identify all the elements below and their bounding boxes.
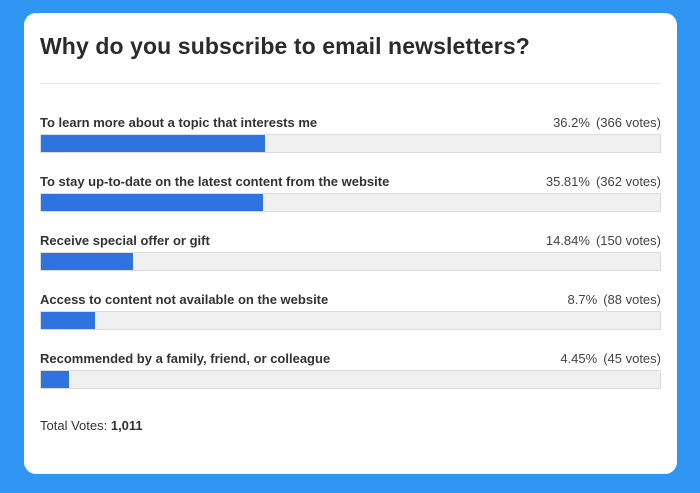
option-bar-fill (41, 194, 263, 211)
poll-option: Access to content not available on the w… (40, 292, 661, 351)
option-label: Recommended by a family, friend, or coll… (40, 351, 331, 366)
option-stats: 35.81% (362 votes) (546, 174, 661, 189)
total-votes-label: Total Votes: (40, 418, 108, 433)
option-bar-track (40, 370, 661, 389)
option-percent: 4.45% (560, 351, 598, 366)
poll-card: Why do you subscribe to email newsletter… (24, 13, 677, 474)
option-percent: 8.7% (567, 292, 598, 307)
option-bar-fill (41, 312, 95, 329)
option-bar-fill (41, 253, 133, 270)
option-votes: (362 votes) (595, 174, 661, 189)
option-percent: 14.84% (545, 233, 590, 248)
option-stats: 14.84% (150 votes) (546, 233, 661, 248)
option-bar-fill (41, 135, 266, 152)
option-percent: 36.2% (553, 115, 590, 130)
option-percent: 35.81% (545, 174, 590, 189)
option-bar-track (40, 252, 661, 271)
option-votes: (366 votes) (595, 115, 661, 130)
poll-option: Receive special offer or gift 14.84% (150… (40, 233, 661, 292)
option-stats: 36.2% (366 votes) (553, 115, 661, 130)
option-votes: (45 votes) (603, 351, 661, 366)
option-stats: 4.45% (45 votes) (560, 351, 661, 366)
option-bar-track (40, 311, 661, 330)
option-votes: (150 votes) (595, 233, 661, 248)
poll-option: To stay up-to-date on the latest content… (40, 174, 661, 233)
poll-option: Recommended by a family, friend, or coll… (40, 351, 661, 410)
option-label: To learn more about a topic that interes… (40, 115, 318, 130)
option-votes: (88 votes) (603, 292, 661, 307)
option-bar-fill (41, 371, 69, 388)
option-stats: 8.7% (88 votes) (568, 292, 661, 307)
title-divider (40, 83, 661, 84)
total-votes-value: 1,011 (110, 418, 143, 433)
option-label: To stay up-to-date on the latest content… (40, 174, 390, 189)
option-bar-track (40, 193, 661, 212)
option-label: Receive special offer or gift (40, 233, 210, 248)
option-bar-track (40, 134, 661, 153)
option-label: Access to content not available on the w… (40, 292, 329, 307)
poll-option: To learn more about a topic that interes… (40, 115, 661, 174)
poll-title: Why do you subscribe to email newsletter… (40, 33, 530, 59)
poll-options: To learn more about a topic that interes… (40, 115, 661, 410)
total-votes: Total Votes: 1,011 (40, 418, 143, 433)
